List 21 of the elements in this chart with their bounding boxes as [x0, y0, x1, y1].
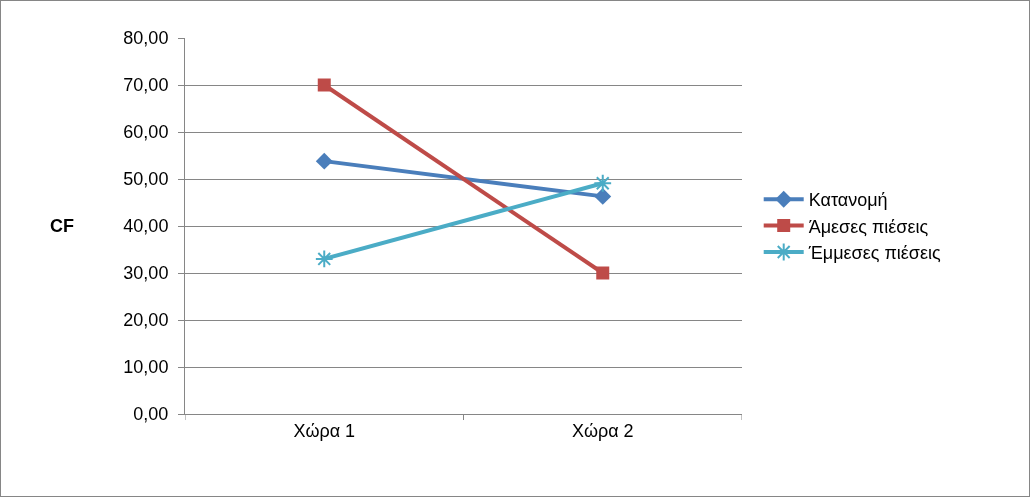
point	[314, 249, 334, 269]
y-axis-title: CF	[50, 216, 74, 236]
y-tick-label: 60,00	[123, 122, 169, 143]
y-tick-label: 50,00	[123, 169, 169, 190]
point	[596, 266, 610, 280]
x-tick-label: Χώρα 2	[571, 420, 634, 441]
y-tick-label: 20,00	[123, 310, 169, 331]
legend-label: Άμεσες πιέσεις	[808, 216, 929, 237]
point	[315, 152, 333, 170]
point	[317, 78, 331, 92]
y-tick-label: 40,00	[123, 216, 169, 237]
legend-label: Κατανομή	[808, 190, 888, 211]
y-tick-label: 10,00	[123, 357, 169, 378]
y-tick-label: 80,00	[123, 28, 169, 49]
point	[593, 173, 613, 193]
y-tick-label: 0,00	[133, 404, 169, 425]
y-tick-label: 70,00	[123, 75, 169, 96]
legend-label: Έμμεσες πιέσεις	[807, 243, 941, 264]
x-tick-label: Χώρα 1	[293, 420, 356, 441]
y-tick-label: 30,00	[123, 263, 169, 284]
point	[594, 187, 612, 205]
